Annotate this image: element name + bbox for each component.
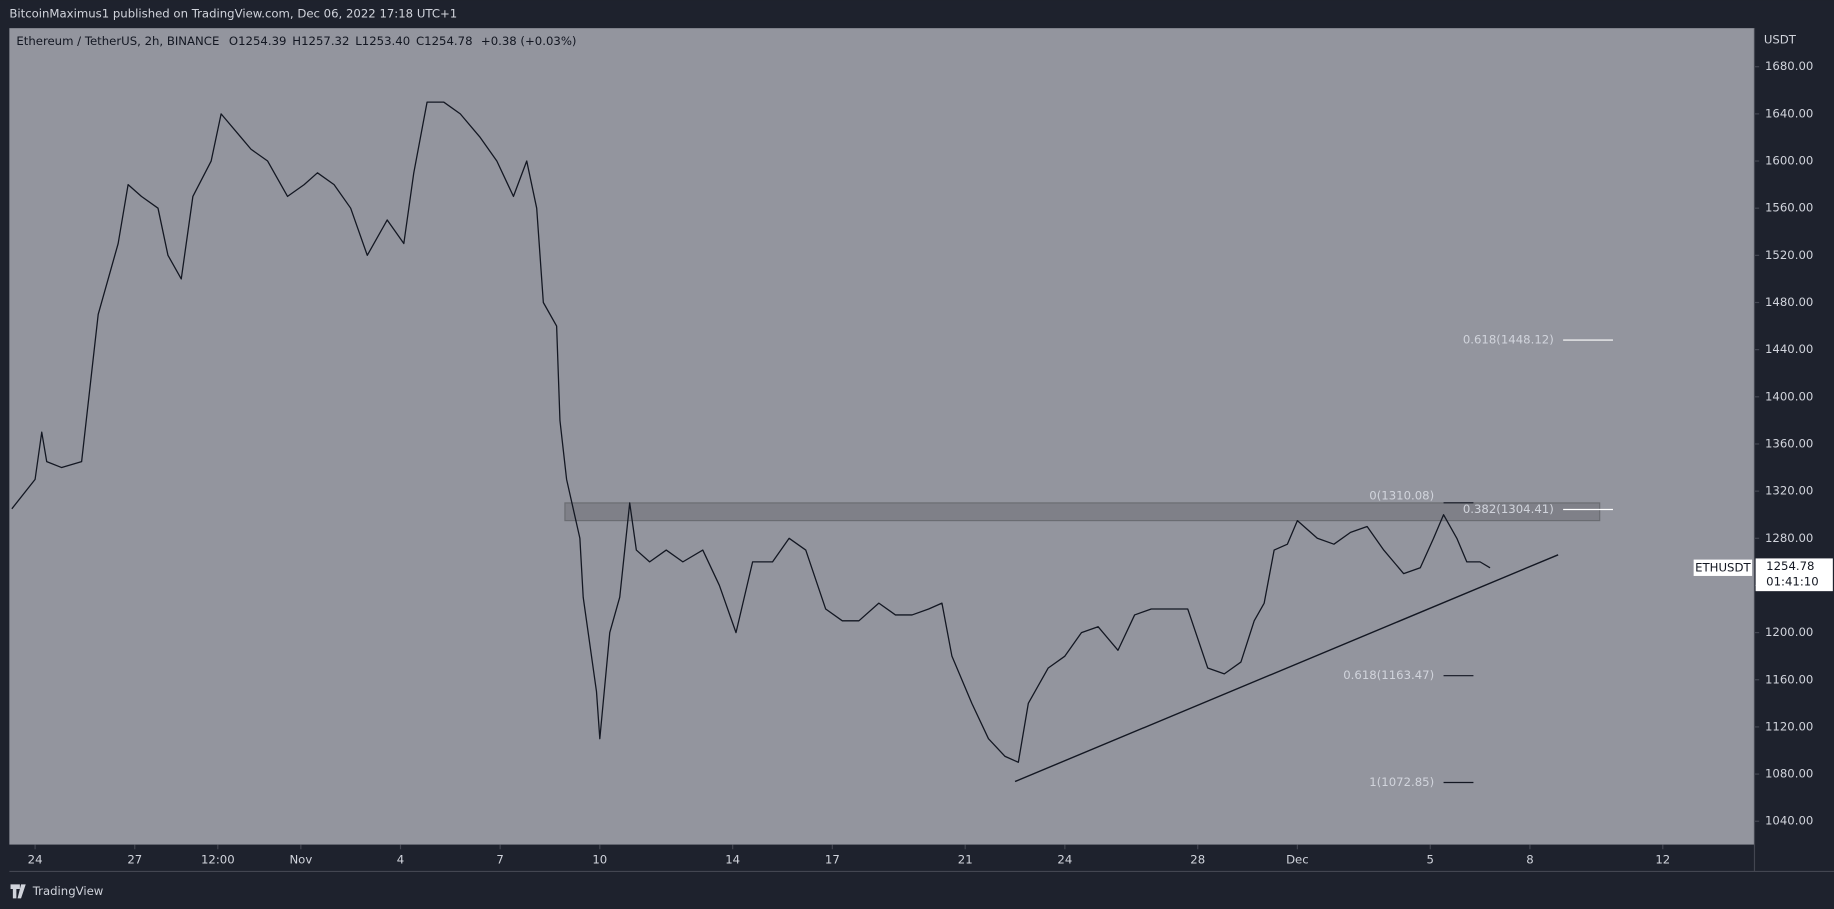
x-tick-label: 21 — [958, 852, 973, 866]
ohlc-key: C — [416, 34, 424, 48]
x-tick-label: 12 — [1655, 852, 1670, 866]
y-tick-label: 1520.00 — [1765, 248, 1813, 262]
x-tick-label: 14 — [725, 852, 740, 866]
y-tick-label: 1040.00 — [1765, 814, 1813, 828]
x-tick-label: 12:00 — [201, 852, 235, 866]
ohlc-value: 1254.78 — [424, 34, 472, 48]
ohlc-key: H — [292, 34, 301, 48]
axis-unit: USDT — [1764, 32, 1797, 46]
brand: TradingView — [10, 884, 104, 899]
change: +0.38 (+0.03%) — [481, 34, 577, 48]
y-tick-label: 1640.00 — [1765, 106, 1813, 120]
x-tick-label: 5 — [1427, 852, 1434, 866]
y-tick-label: 1600.00 — [1765, 154, 1813, 168]
plot-area — [9, 28, 1755, 845]
y-tick-label: 1200.00 — [1765, 625, 1813, 639]
ohlc-value: 1254.39 — [238, 34, 286, 48]
fib-label: 0.618(1163.47) — [1343, 668, 1434, 682]
x-tick-label: Nov — [289, 852, 312, 866]
x-tick-label: 24 — [1057, 852, 1072, 866]
y-tick-label: 1120.00 — [1765, 719, 1813, 733]
ohlc-value: 1257.32 — [301, 34, 349, 48]
y-tick-label: 1560.00 — [1765, 201, 1813, 215]
y-tick-label: 1440.00 — [1765, 342, 1813, 356]
fib-label: 1(1072.85) — [1369, 775, 1434, 789]
ohlc-value: 1253.40 — [362, 34, 410, 48]
y-tick-label: 1280.00 — [1765, 531, 1813, 545]
y-tick-label: 1480.00 — [1765, 295, 1813, 309]
x-tick-label: 27 — [127, 852, 142, 866]
x-tick-label: 28 — [1190, 852, 1205, 866]
x-tick-label: Dec — [1286, 852, 1309, 866]
ohlc: O1254.39 H1257.32 L1253.40 C1254.78 — [229, 34, 473, 48]
x-tick-label: 10 — [592, 852, 607, 866]
price-tag — [1755, 558, 1833, 592]
x-tick-label: 24 — [28, 852, 43, 866]
x-tick-label: 17 — [825, 852, 840, 866]
fib-label: 0.382(1304.41) — [1463, 502, 1554, 516]
countdown: 01:41:10 — [1766, 574, 1819, 588]
fib-label: 0.618(1448.12) — [1463, 333, 1554, 347]
y-tick-label: 1400.00 — [1765, 389, 1813, 403]
x-tick-label: 8 — [1526, 852, 1533, 866]
ohlc-key: O — [229, 34, 238, 48]
ohlc-key: L — [355, 34, 362, 48]
ticker: ETHUSDT — [1695, 560, 1751, 574]
x-tick-label: 7 — [496, 852, 503, 866]
ticker-box — [1693, 559, 1753, 576]
y-tick-label: 1360.00 — [1765, 436, 1813, 450]
y-tick-label: 1160.00 — [1765, 672, 1813, 686]
symbol-legend: Ethereum / TetherUS, 2h, BINANCE O1254.3… — [16, 34, 576, 48]
y-tick-label: 1320.00 — [1765, 484, 1813, 498]
y-tick-label: 1080.00 — [1765, 767, 1813, 781]
trendline — [1014, 554, 1559, 783]
last-price: 1254.78 — [1766, 559, 1814, 573]
price-line — [11, 101, 1491, 763]
logo — [10, 884, 26, 899]
x-tick-label: 4 — [397, 852, 404, 866]
resistance-band — [564, 502, 1601, 522]
y-tick-label: 1680.00 — [1765, 59, 1813, 73]
fib-label: 0(1310.08) — [1369, 488, 1434, 502]
symbol: Ethereum / TetherUS, 2h, BINANCE — [16, 34, 219, 48]
attribution: BitcoinMaximus1 published on TradingView… — [9, 7, 457, 21]
brand-name: TradingView — [32, 884, 104, 898]
